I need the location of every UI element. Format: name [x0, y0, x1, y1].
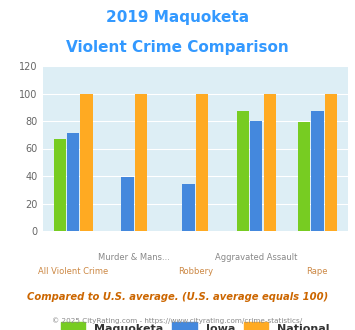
Text: 2019 Maquoketa: 2019 Maquoketa — [106, 10, 249, 25]
Text: All Violent Crime: All Violent Crime — [38, 267, 108, 276]
Legend: Maquoketa, Iowa, National: Maquoketa, Iowa, National — [61, 322, 330, 330]
Bar — [250, 121, 262, 231]
Bar — [67, 133, 79, 231]
Bar — [54, 139, 66, 231]
Text: Violent Crime Comparison: Violent Crime Comparison — [66, 40, 289, 54]
Bar — [263, 93, 276, 231]
Bar — [121, 178, 133, 231]
Text: Rape: Rape — [307, 267, 328, 276]
Bar — [324, 93, 337, 231]
Bar — [135, 93, 147, 231]
Text: Compared to U.S. average. (U.S. average equals 100): Compared to U.S. average. (U.S. average … — [27, 292, 328, 302]
Text: Robbery: Robbery — [178, 267, 213, 276]
Bar — [80, 93, 93, 231]
Bar — [237, 112, 249, 231]
Bar — [311, 112, 323, 231]
Text: © 2025 CityRating.com - https://www.cityrating.com/crime-statistics/: © 2025 CityRating.com - https://www.city… — [53, 317, 302, 324]
Bar — [298, 122, 310, 231]
Text: Murder & Mans...: Murder & Mans... — [98, 253, 170, 262]
Bar — [196, 93, 208, 231]
Bar — [182, 184, 195, 231]
Text: Aggravated Assault: Aggravated Assault — [215, 253, 297, 262]
